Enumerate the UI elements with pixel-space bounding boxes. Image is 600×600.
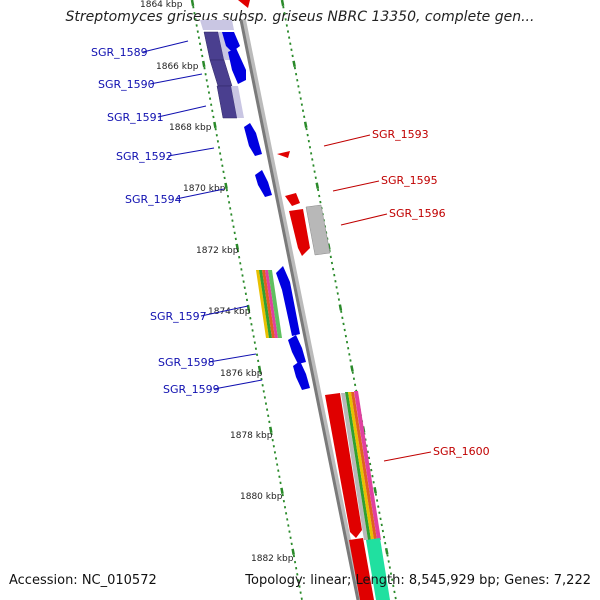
left-scale-tick bbox=[201, 60, 206, 68]
gene-sgr-1597-feature-1 bbox=[256, 270, 269, 338]
scale-label-1878: 1878 kbp bbox=[230, 431, 273, 441]
gene-sgr-1600-feature-5 bbox=[354, 391, 381, 540]
leader-sgr-1595 bbox=[332, 180, 380, 192]
genome-summary: Topology: linear; Length: 8,545,929 bp; … bbox=[245, 573, 591, 588]
left-scale-tick bbox=[269, 426, 273, 434]
left-scale-tick bbox=[246, 304, 251, 312]
right-scale-tick bbox=[384, 547, 389, 555]
left-scale-tick bbox=[235, 243, 240, 251]
gene-fragment-top-red bbox=[238, 0, 250, 8]
label-sgr-1600[interactable]: SGR_1600 bbox=[433, 445, 490, 458]
gene-sgr-1589-arrow[interactable] bbox=[222, 32, 240, 52]
left-scale-tick bbox=[291, 548, 295, 555]
label-sgr-1593[interactable]: SGR_1593 bbox=[372, 128, 429, 141]
accession-label: Accession: NC_010572 bbox=[9, 573, 157, 588]
label-sgr-1598[interactable]: SGR_1598 bbox=[158, 356, 215, 369]
right-scale-tick bbox=[292, 60, 296, 68]
scale-label-1864: 1864 kbp bbox=[140, 0, 183, 10]
label-sgr-1595[interactable]: SGR_1595 bbox=[381, 174, 438, 187]
gene-sgr-1593-arrow[interactable] bbox=[277, 151, 290, 158]
gene-sgr-1591-shade bbox=[231, 86, 244, 118]
genome-title: Streptomyces griseus subsp. griseus NBRC… bbox=[65, 9, 535, 25]
label-sgr-1597[interactable]: SGR_1597 bbox=[150, 310, 207, 323]
leader-sgr-1592 bbox=[167, 147, 215, 157]
left-scale-tick bbox=[190, 0, 195, 7]
gene-fragment-top-left bbox=[200, 20, 234, 30]
label-sgr-1590[interactable]: SGR_1590 bbox=[98, 78, 155, 91]
scale-label-1866: 1866 kbp bbox=[156, 62, 199, 72]
gene-sgr-1590-block[interactable] bbox=[209, 59, 233, 87]
scale-label-1882: 1882 kbp bbox=[251, 554, 294, 564]
gene-sgr-1597-feature-3 bbox=[262, 270, 275, 338]
leader-sgr-1600 bbox=[383, 451, 432, 462]
gene-sgr-1600-lower[interactable] bbox=[349, 538, 374, 600]
gene-sgr-1600-arrow[interactable] bbox=[325, 393, 362, 538]
scale-label-1872: 1872 kbp bbox=[196, 246, 239, 256]
gene-sgr-1598-arrow[interactable] bbox=[288, 335, 306, 364]
label-sgr-1594[interactable]: SGR_1594 bbox=[125, 193, 182, 206]
gene-sgr-1600-feature-3 bbox=[348, 392, 374, 540]
left-scale-tick bbox=[213, 121, 217, 129]
genome-axis-shadow bbox=[240, 19, 363, 600]
right-scale-tick bbox=[350, 365, 354, 372]
leader-sgr-1590 bbox=[149, 73, 203, 85]
left-scale-tick bbox=[257, 365, 262, 373]
label-sgr-1589[interactable]: SGR_1589 bbox=[91, 46, 148, 59]
gene-sgr-1596-pseudo[interactable] bbox=[305, 204, 331, 256]
label-sgr-1599[interactable]: SGR_1599 bbox=[163, 383, 220, 396]
gene-sgr-1597-arrow[interactable] bbox=[276, 266, 300, 336]
leader-sgr-1599 bbox=[213, 379, 263, 390]
gene-sgr-1599-arrow[interactable] bbox=[293, 361, 310, 390]
right-scale-tick bbox=[338, 304, 343, 311]
gene-sgr-1596-arrow[interactable] bbox=[289, 209, 310, 256]
leader-sgr-1593 bbox=[323, 134, 371, 147]
left-scale-tick bbox=[224, 182, 228, 190]
gene-sgr-1600-feature-1 bbox=[341, 393, 368, 540]
right-scale-tick bbox=[303, 121, 308, 128]
scale-label-1874: 1874 kbp bbox=[208, 307, 251, 317]
genome-axis bbox=[239, 19, 360, 600]
right-scale-tick bbox=[315, 182, 320, 189]
gene-sgr-1590-arrow[interactable] bbox=[228, 48, 246, 84]
right-scale-tick bbox=[280, 0, 285, 7]
scale-label-1868: 1868 kbp bbox=[169, 123, 212, 133]
leader-sgr-1589 bbox=[142, 40, 189, 53]
gene-sgr-1597-feature-5 bbox=[268, 270, 282, 338]
leader-sgr-1596 bbox=[340, 213, 388, 226]
scale-label-1870: 1870 kbp bbox=[183, 184, 226, 194]
label-sgr-1591[interactable]: SGR_1591 bbox=[107, 111, 164, 124]
gene-sgr-1597-feature-4 bbox=[265, 270, 278, 338]
scale-label-1880: 1880 kbp bbox=[240, 492, 283, 502]
left-scale-tick bbox=[280, 487, 284, 494]
left-scale-track bbox=[190, 0, 303, 600]
gene-sgr-1595-arrow[interactable] bbox=[285, 193, 300, 206]
label-sgr-1592[interactable]: SGR_1592 bbox=[116, 150, 173, 163]
gene-sgr-1592-arrow[interactable] bbox=[244, 123, 262, 156]
leader-sgr-1591 bbox=[157, 105, 207, 118]
gene-sgr-1597-feature-2 bbox=[259, 270, 272, 338]
scale-label-1876: 1876 kbp bbox=[220, 369, 263, 379]
gene-sgr-1594-arrow[interactable] bbox=[255, 170, 272, 197]
gene-sgr-1600-feature-4 bbox=[351, 392, 377, 540]
label-sgr-1596[interactable]: SGR_1596 bbox=[389, 207, 446, 220]
leader-sgr-1597 bbox=[200, 305, 249, 317]
right-scale-tick bbox=[373, 487, 377, 494]
gene-sgr-1600-cyan[interactable] bbox=[366, 538, 390, 600]
leader-sgr-1598 bbox=[208, 353, 257, 363]
gene-sgr-1600-feature-2 bbox=[345, 392, 371, 540]
leader-sgr-1594 bbox=[175, 188, 225, 200]
